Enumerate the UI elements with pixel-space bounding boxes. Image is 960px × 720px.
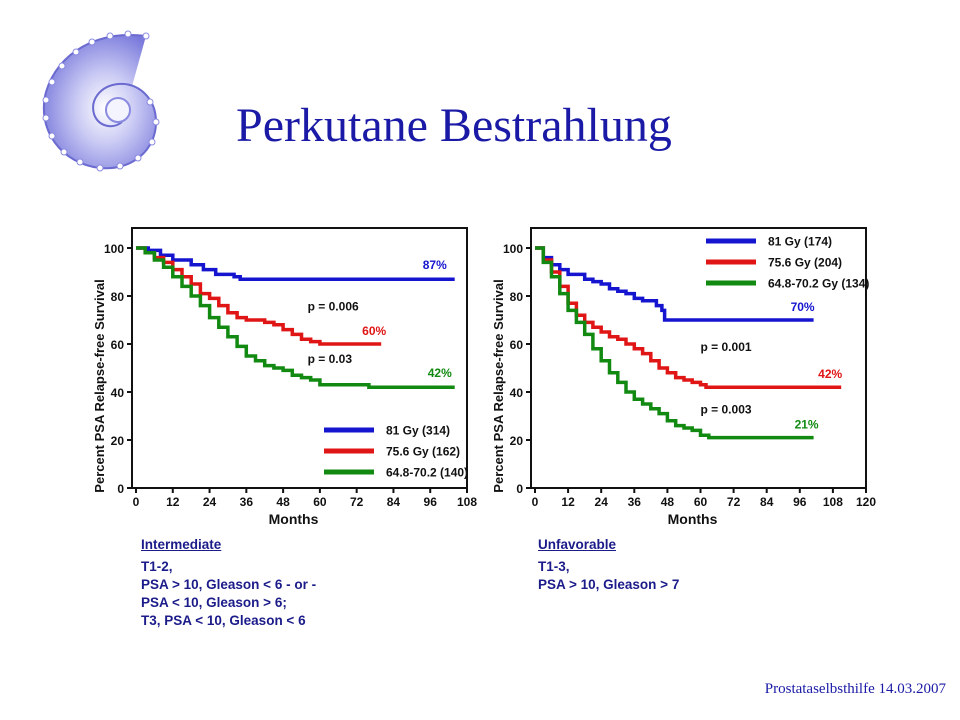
y-tick-label: 0 xyxy=(117,482,124,496)
y-tick-label: 60 xyxy=(510,338,524,352)
series-end-label: 70% xyxy=(791,300,815,314)
x-tick-label: 12 xyxy=(166,495,180,509)
criteria-line: PSA > 10, Gleason > 7 xyxy=(538,577,680,592)
criteria-line: PSA < 10, Gleason > 6; xyxy=(141,595,287,610)
x-tick-label: 108 xyxy=(457,495,477,509)
y-tick-label: 80 xyxy=(111,290,125,304)
legend-label: 81 Gy (174) xyxy=(768,235,832,249)
x-tick-label: 0 xyxy=(133,495,140,509)
x-tick-label: 12 xyxy=(561,495,575,509)
x-tick-label: 108 xyxy=(823,495,843,509)
legend-label: 75.6 Gy (162) xyxy=(386,445,460,459)
criteria-intermediate: Intermediate T1-2, PSA > 10, Gleason < 6… xyxy=(141,536,316,630)
y-axis-label: Percent PSA Relapse-free Survival xyxy=(92,279,107,492)
x-tick-label: 96 xyxy=(793,495,807,509)
x-tick-label: 24 xyxy=(595,495,609,509)
chart-unfavorable: 0 20 40 60 80 100 0 12 24 36 48 60 72 84 96 108 120 Month… xyxy=(491,227,876,527)
p-value-annotation: p = 0.006 xyxy=(308,299,359,313)
y-tick-label: 60 xyxy=(111,338,125,352)
x-tick-label: 60 xyxy=(694,495,708,509)
y-tick-label: 100 xyxy=(104,242,124,256)
legend-label: 64.8-70.2 Gy (134) xyxy=(768,277,869,291)
chart-intermediate: 0 20 40 60 80 100 0 12 24 36 48 60 72 84 96 108 Months Pe… xyxy=(92,227,477,527)
plot-frame xyxy=(131,227,468,489)
footer-text: Prostataselbsthilfe 14.03.2007 xyxy=(764,681,946,697)
x-tick-label: 120 xyxy=(856,495,876,509)
criteria-heading: Unfavorable xyxy=(538,537,617,552)
y-tick-label: 100 xyxy=(503,242,523,256)
criteria-line: PSA > 10, Gleason < 6 - or - xyxy=(141,577,317,592)
x-tick-label: 60 xyxy=(313,495,327,509)
x-tick-label: 36 xyxy=(240,495,254,509)
y-tick-label: 20 xyxy=(111,434,125,448)
x-tick-label: 0 xyxy=(532,495,539,509)
x-tick-label: 72 xyxy=(727,495,741,509)
y-tick-label: 20 xyxy=(510,434,524,448)
x-tick-label: 48 xyxy=(276,495,290,509)
x-tick-label: 48 xyxy=(661,495,675,509)
criteria-heading: Intermediate xyxy=(141,537,222,552)
x-tick-label: 24 xyxy=(203,495,217,509)
series-line xyxy=(535,246,814,440)
legend-label: 75.6 Gy (204) xyxy=(768,256,842,270)
y-axis-label: Percent PSA Relapse-free Survival xyxy=(491,279,506,492)
series-end-label: 60% xyxy=(362,324,386,338)
series-line xyxy=(535,246,842,389)
page-title: Perkutane Bestrahlung xyxy=(236,99,672,152)
y-tick-label: 40 xyxy=(510,386,524,400)
series-line xyxy=(136,246,455,389)
criteria-line: T1-2, xyxy=(141,559,173,574)
series-end-label: 21% xyxy=(795,418,819,432)
nautilus-spiral-logo xyxy=(42,30,160,172)
criteria-line: T1-3, xyxy=(538,559,570,574)
criteria-line: T3, PSA < 10, Gleason < 6 xyxy=(141,613,306,628)
series-line xyxy=(136,246,382,346)
series-end-label: 42% xyxy=(428,366,452,380)
criteria-unfavorable: Unfavorable T1-3, PSA > 10, Gleason > 7 xyxy=(538,536,679,594)
p-value-annotation: p = 0.003 xyxy=(701,403,752,417)
p-value-annotation: p = 0.03 xyxy=(308,352,353,366)
series-line xyxy=(535,246,814,322)
x-axis-label: Months xyxy=(668,511,718,527)
x-axis-label: Months xyxy=(269,511,319,527)
legend-label: 81 Gy (314) xyxy=(386,424,450,438)
p-value-annotation: p = 0.001 xyxy=(701,340,752,354)
x-tick-label: 72 xyxy=(350,495,364,509)
x-tick-label: 96 xyxy=(424,495,438,509)
y-tick-label: 0 xyxy=(516,482,523,496)
series-end-label: 42% xyxy=(818,367,842,381)
x-tick-label: 36 xyxy=(628,495,642,509)
y-tick-label: 80 xyxy=(510,290,524,304)
x-tick-label: 84 xyxy=(760,495,774,509)
plot-frame xyxy=(530,227,867,489)
y-tick-label: 40 xyxy=(111,386,125,400)
series-end-label: 87% xyxy=(423,258,447,272)
x-tick-label: 84 xyxy=(387,495,401,509)
legend-label: 64.8-70.2 (140) xyxy=(386,466,468,480)
series-line xyxy=(136,246,455,281)
